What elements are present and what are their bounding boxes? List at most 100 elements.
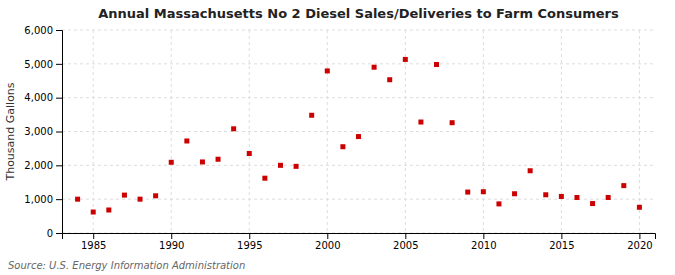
y-tick: 0 bbox=[47, 228, 62, 239]
y-tick: 5,000 bbox=[24, 59, 62, 70]
point bbox=[496, 201, 501, 206]
y-tick-label: 3,000 bbox=[24, 126, 53, 137]
point bbox=[184, 138, 189, 143]
y-tick: 4,000 bbox=[24, 92, 62, 103]
point bbox=[574, 195, 579, 200]
y-tick-mark bbox=[56, 165, 62, 166]
x-tick: 1995 bbox=[237, 233, 262, 251]
y-tick-mark bbox=[56, 199, 62, 200]
x-tick-mark bbox=[639, 233, 640, 239]
y-tick: 1,000 bbox=[24, 194, 62, 205]
x-tick-mark bbox=[405, 233, 406, 239]
point bbox=[247, 151, 252, 156]
y-tick-label: 1,000 bbox=[24, 194, 53, 205]
point bbox=[262, 176, 267, 181]
y-grid-line bbox=[62, 63, 655, 64]
x-axis: 1985 1990 1995 2000 2005 2010 2015 2020 bbox=[63, 233, 656, 251]
point bbox=[153, 193, 158, 198]
point bbox=[481, 189, 486, 194]
source: Source: U.S. Energy Information Administ… bbox=[8, 260, 245, 271]
x-tick: 1985 bbox=[81, 233, 106, 251]
x-grid-line bbox=[93, 30, 94, 233]
point bbox=[606, 195, 611, 200]
point bbox=[543, 192, 548, 197]
point bbox=[512, 191, 517, 196]
point bbox=[465, 190, 470, 195]
x-tick-mark bbox=[93, 233, 94, 239]
y-grid-line bbox=[62, 131, 655, 132]
point bbox=[169, 160, 174, 165]
x-tick: 2005 bbox=[393, 233, 418, 251]
x-tick-label: 1995 bbox=[237, 240, 262, 251]
title: Annual Massachusetts No 2 Diesel Sales/D… bbox=[98, 6, 619, 21]
y-tick-label: 4,000 bbox=[24, 92, 53, 103]
x-grid-line bbox=[639, 30, 640, 233]
point bbox=[294, 164, 299, 169]
x-tick-label: 1985 bbox=[81, 240, 106, 251]
point bbox=[434, 62, 439, 67]
y-tick-label: 6,000 bbox=[24, 25, 53, 36]
y-tick-mark bbox=[56, 132, 62, 133]
y-tick-mark bbox=[56, 98, 62, 99]
point bbox=[340, 144, 345, 149]
y-tick: 2,000 bbox=[24, 160, 62, 171]
point bbox=[387, 77, 392, 82]
x-tick: 2010 bbox=[471, 233, 496, 251]
x-tick: 2000 bbox=[315, 233, 340, 251]
y-axis: 0 1,000 2,000 3,000 4,000 5,000 6,000 bbox=[24, 25, 62, 239]
x-tick-label: 2015 bbox=[549, 240, 574, 251]
y-tick-mark bbox=[56, 64, 62, 65]
y-tick: 3,000 bbox=[24, 126, 62, 137]
y-grid-line bbox=[62, 199, 655, 200]
x-grid-line bbox=[483, 30, 484, 233]
y-axis-title: Thousand Gallons bbox=[4, 82, 17, 181]
x-tick-mark bbox=[249, 233, 250, 239]
point bbox=[278, 163, 283, 168]
point bbox=[372, 65, 377, 70]
x-tick-mark bbox=[483, 233, 484, 239]
x-tick-mark bbox=[171, 233, 172, 239]
point bbox=[450, 120, 455, 125]
point bbox=[309, 113, 314, 118]
x-tick: 1990 bbox=[159, 233, 184, 251]
point bbox=[200, 159, 205, 164]
x-tick-label: 2020 bbox=[627, 240, 652, 251]
point bbox=[325, 68, 330, 73]
point bbox=[91, 210, 96, 215]
chart: 1985 1990 1995 2000 2005 2010 2015 2020 0 1,000 2,… bbox=[0, 0, 675, 275]
x-grid-line bbox=[249, 30, 250, 233]
x-tick-mark bbox=[561, 233, 562, 239]
x-grid-line bbox=[171, 30, 172, 233]
point bbox=[138, 197, 143, 202]
x-tick: 2015 bbox=[549, 233, 574, 251]
point bbox=[216, 157, 221, 162]
x-tick-label: 2005 bbox=[393, 240, 418, 251]
point bbox=[231, 126, 236, 131]
point bbox=[528, 168, 533, 173]
plot: 1985 1990 1995 2000 2005 2010 2015 2020 0 1,000 2,… bbox=[24, 25, 655, 251]
points bbox=[75, 57, 642, 215]
y-tick-label: 5,000 bbox=[24, 59, 53, 70]
point bbox=[106, 207, 111, 212]
x-grid-line bbox=[327, 30, 328, 233]
y-tick-mark bbox=[56, 30, 62, 31]
y-tick-mark bbox=[56, 233, 62, 234]
y-axis-line bbox=[56, 31, 63, 234]
y-grid-line bbox=[62, 97, 655, 98]
x-axis-line bbox=[63, 234, 656, 240]
y-grid-line bbox=[62, 30, 655, 31]
point bbox=[559, 194, 564, 199]
point bbox=[637, 205, 642, 210]
point bbox=[590, 201, 595, 206]
x-grid-line bbox=[561, 30, 562, 233]
x-tick-label: 1990 bbox=[159, 240, 184, 251]
x-tick: 2020 bbox=[627, 233, 652, 251]
x-tick-mark bbox=[327, 233, 328, 239]
point bbox=[621, 183, 626, 188]
point bbox=[403, 57, 408, 62]
point bbox=[418, 120, 423, 125]
point bbox=[122, 193, 127, 198]
x-tick-label: 2010 bbox=[471, 240, 496, 251]
grid bbox=[62, 30, 655, 233]
y-tick: 6,000 bbox=[24, 25, 62, 36]
